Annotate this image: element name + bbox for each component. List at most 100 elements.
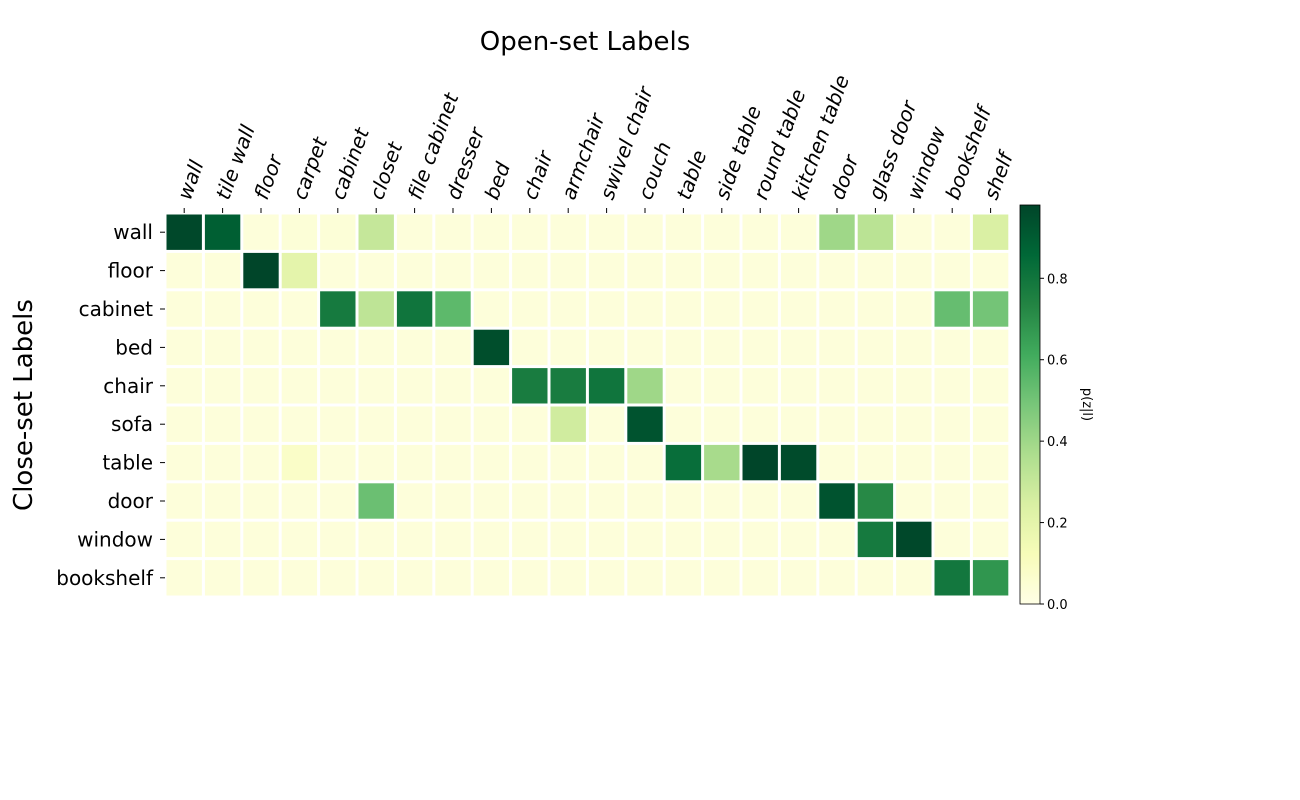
heatmap-cell	[780, 521, 817, 558]
x-tick-label: wall	[172, 157, 208, 203]
heatmap-cell	[204, 252, 241, 289]
heatmap-cell	[281, 560, 318, 596]
heatmap-cell	[972, 560, 1009, 596]
heatmap-cell	[204, 368, 241, 404]
heatmap-cell	[396, 406, 433, 442]
heatmap-cell	[588, 521, 625, 558]
heatmap-cell	[972, 483, 1009, 519]
heatmap-cell	[972, 521, 1009, 558]
heatmap-cell	[358, 483, 394, 519]
heatmap-cell	[320, 291, 356, 327]
y-tick-label: window	[77, 527, 153, 551]
heatmap-cell	[435, 560, 471, 596]
heatmap-cell	[588, 483, 625, 519]
heatmap-cell	[166, 521, 202, 558]
heatmap-cell	[435, 368, 471, 404]
heatmap-cell	[780, 329, 817, 366]
heatmap-cell	[896, 291, 932, 327]
heatmap-cell	[934, 329, 970, 366]
heatmap-cell	[896, 483, 932, 519]
heatmap-cell	[896, 214, 932, 250]
heatmap-cell	[627, 521, 663, 558]
heatmap-cell	[819, 444, 855, 481]
heatmap-cell	[281, 483, 318, 519]
heatmap-cell	[473, 368, 510, 404]
heatmap-cell	[473, 329, 510, 366]
heatmap-cell	[473, 483, 510, 519]
colorbar-label: p(z|l)	[1079, 388, 1094, 421]
heatmap-cell	[896, 406, 932, 442]
heatmap-cell	[204, 560, 241, 596]
heatmap-cell	[243, 444, 279, 481]
heatmap-cell	[512, 214, 548, 250]
heatmap-cell	[627, 406, 663, 442]
heatmap-cell	[358, 406, 394, 442]
heatmap-cell	[934, 483, 970, 519]
heatmap-cell	[857, 560, 894, 596]
heatmap-cell	[972, 444, 1009, 481]
y-tick-label: floor	[108, 259, 154, 283]
colorbar-tick-label: 0.6	[1047, 354, 1068, 369]
heatmap-cell	[512, 444, 548, 481]
x-tick-label: floor	[249, 150, 288, 203]
heatmap-cell	[934, 521, 970, 558]
heatmap-cell	[704, 521, 740, 558]
heatmap-cell	[435, 252, 471, 289]
heatmap-cell	[512, 560, 548, 596]
heatmap-cell	[435, 483, 471, 519]
heatmap-cell	[396, 368, 433, 404]
heatmap-cell	[742, 521, 778, 558]
heatmap-cell	[665, 444, 702, 481]
heatmap-cell	[281, 214, 318, 250]
heatmap-cell	[281, 406, 318, 442]
heatmap-cell	[512, 406, 548, 442]
heatmap-cell	[819, 483, 855, 519]
heatmap-cell	[435, 406, 471, 442]
heatmap-cell	[934, 368, 970, 404]
heatmap-cell	[320, 560, 356, 596]
heatmap-cell	[243, 252, 279, 289]
heatmap-cell	[473, 214, 510, 250]
y-tick-label: door	[108, 489, 154, 513]
x-tick-label: closet	[364, 138, 407, 203]
heatmap-cell	[742, 214, 778, 250]
heatmap-cell	[243, 483, 279, 519]
heatmap-cell	[550, 252, 586, 289]
colorbar-tick-label: 0.2	[1047, 517, 1068, 532]
heatmap-cell	[204, 406, 241, 442]
heatmap-cell	[435, 329, 471, 366]
heatmap-cells	[166, 214, 1009, 596]
heatmap-cell	[627, 329, 663, 366]
heatmap-cell	[320, 329, 356, 366]
heatmap-cell	[704, 483, 740, 519]
heatmap-cell	[627, 252, 663, 289]
y-tick-labels: wall floor cabinet bed chair sofa table door win…	[56, 220, 165, 590]
heatmap-cell	[704, 291, 740, 327]
heatmap-cell	[588, 329, 625, 366]
heatmap-cell	[358, 291, 394, 327]
heatmap-cell	[857, 444, 894, 481]
heatmap-cell	[934, 291, 970, 327]
heatmap-cell	[704, 252, 740, 289]
heatmap-cell	[166, 444, 202, 481]
heatmap-cell	[550, 444, 586, 481]
heatmap-cell	[742, 368, 778, 404]
heatmap-cell	[358, 252, 394, 289]
heatmap-cell	[281, 291, 318, 327]
heatmap-cell	[358, 368, 394, 404]
x-tick-label: bed	[480, 159, 516, 203]
heatmap-cell	[358, 521, 394, 558]
heatmap-cell	[204, 214, 241, 250]
heatmap-cell	[780, 368, 817, 404]
heatmap-cell	[281, 329, 318, 366]
heatmap-cell	[972, 291, 1009, 327]
heatmap-cell	[243, 329, 279, 366]
heatmap-cell	[396, 252, 433, 289]
heatmap-cell	[435, 214, 471, 250]
heatmap-cell	[550, 560, 586, 596]
y-axis-label: Close-set Labels	[9, 299, 39, 511]
heatmap-cell	[435, 291, 471, 327]
colorbar-tick-label: 0.8	[1047, 272, 1068, 287]
heatmap-cell	[243, 560, 279, 596]
